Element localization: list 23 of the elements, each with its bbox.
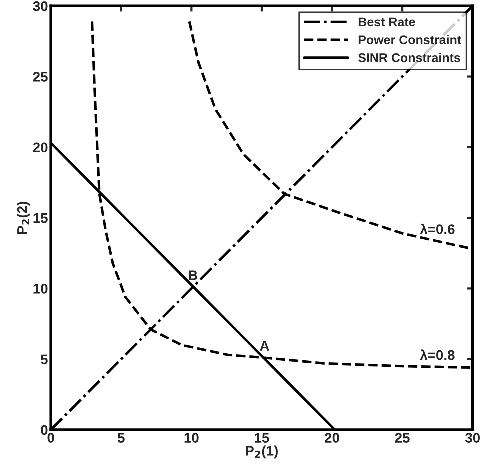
y-tick-label: 15	[34, 214, 48, 224]
legend-label: Power Constraint	[358, 35, 462, 44]
annotation: λ=0.8	[420, 350, 455, 360]
y-tick-label: 10	[34, 284, 48, 294]
y-axis-title: P$_{2}$(2)	[17, 202, 30, 234]
annotation: B	[188, 270, 198, 280]
legend-label: Best Rate	[358, 18, 416, 27]
legend-label: SINR Constraints	[358, 53, 460, 62]
x-tick-label: 25	[395, 433, 410, 443]
x-tick-label: 15	[255, 433, 270, 443]
annotation: A	[260, 341, 270, 351]
y-tick-label: 5	[41, 354, 48, 365]
x-tick-label: 0	[48, 433, 54, 443]
y-tick-label: 20	[33, 142, 48, 153]
y-tick-label: 30	[33, 1, 48, 12]
x-tick-label: 5	[118, 433, 125, 443]
x-tick-label: 20	[325, 433, 340, 443]
x-axis-title: P$_{2}$(1)	[246, 446, 278, 459]
x-tick-label: 10	[184, 433, 199, 443]
y-tick-label: 25	[33, 72, 48, 82]
annotation: λ=0.6	[420, 224, 455, 234]
y-tick-label: 0	[41, 425, 48, 436]
x-tick-label: 30	[465, 433, 480, 443]
